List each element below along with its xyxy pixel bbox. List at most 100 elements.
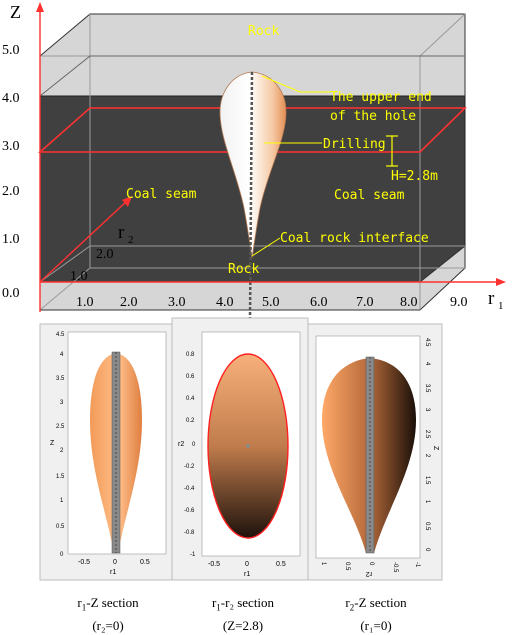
r1-tick: 5.0 — [262, 295, 280, 310]
r1-tick: 3.0 — [168, 295, 186, 310]
axis-r1 — [40, 278, 506, 286]
z-tick: 2.0 — [2, 184, 20, 199]
caption-r2-z: r2-Z section (r₁=0) — [345, 595, 407, 633]
p3-xtick: 0.5 — [344, 562, 350, 571]
p3-xtick: 0 — [368, 562, 374, 566]
z-tick-labels: 5.0 4.0 3.0 2.0 1.0 0.0 — [2, 43, 20, 301]
axis-r1-label: r 1 — [488, 288, 504, 312]
r1-tick: 8.0 — [400, 295, 418, 310]
callout-drilling: Drilling — [264, 137, 386, 152]
svg-text:of the hole: of the hole — [330, 109, 416, 124]
axis-r2-label: r 2 — [118, 222, 134, 246]
p2-xlabel: r1 — [244, 571, 250, 578]
r1-tick-labels: 1.0 2.0 3.0 4.0 5.0 6.0 7.0 8.0 9.0 — [76, 295, 468, 310]
callout-upper-end: The upper end of the hole — [261, 75, 432, 124]
p2-ytick: 0.4 — [186, 396, 195, 402]
z-tick: 4.0 — [2, 91, 20, 106]
svg-text:r: r — [488, 288, 495, 309]
panel-r1-z-section: 4.5 4 3.5 3 2.5 2 1.5 1 0.5 0 Z -0.5 0 0… — [39, 323, 173, 581]
p3-xtick: 1 — [320, 562, 326, 566]
p1-xtick: 0.5 — [140, 559, 150, 566]
p2-ytick: 0 — [192, 442, 196, 448]
p3-xtick: -1 — [414, 562, 420, 568]
p3-ytick: 1.5 — [424, 476, 430, 485]
p1-ytick: 4 — [60, 352, 64, 358]
label-rock-bottom: Rock — [228, 262, 259, 277]
drilling-axis-line — [248, 71, 254, 319]
p1-ytick: 3 — [60, 400, 64, 406]
svg-text:r: r — [118, 222, 125, 243]
p2-ytick: -1 — [190, 552, 196, 558]
drill-point-r1r2 — [246, 444, 250, 448]
p2-ytick: -0.6 — [184, 508, 195, 514]
main-3d-diagram: Z r 1 r 2 5.0 4.0 3.0 2.0 1.0 0.0 1.0 2.… — [2, 2, 506, 319]
r1-tick: 7.0 — [356, 295, 374, 310]
axis-r2 — [39, 196, 132, 283]
p3-ytick: 2.5 — [424, 430, 430, 439]
p2-xtick: 0.5 — [276, 561, 286, 568]
p1-ytick: 4.5 — [56, 332, 65, 338]
p2-ytick: -0.4 — [184, 486, 195, 492]
label-coal-seam-left: Coal seam — [126, 187, 197, 202]
panel-r2-z-section: 4.5 4 3.5 3 2.5 2 1.5 1 0.5 0 Z 1 0.5 0 … — [307, 323, 443, 581]
p2-ytick: -0.8 — [184, 530, 195, 536]
p1-ytick: 3.5 — [56, 376, 65, 382]
p2-xtick: -0.5 — [208, 561, 220, 568]
p3-ytick: 0 — [424, 548, 430, 552]
svg-text:Drilling: Drilling — [323, 137, 386, 152]
z-tick: 3.0 — [2, 139, 20, 154]
p1-ytick: 1 — [60, 498, 64, 504]
height-indicator: H=2.8m — [386, 135, 438, 184]
z-tick: 1.0 — [2, 232, 20, 247]
p2-ytick: 0.8 — [186, 352, 195, 358]
p3-ytick: 4.5 — [424, 338, 430, 347]
p3-xtick: -0.5 — [392, 562, 398, 573]
p2-ytick: -0.2 — [184, 464, 195, 470]
r2-tick: 1.0 — [70, 269, 88, 284]
caption-r1-r2: r1-r₂ section (Z=2.8) — [211, 595, 275, 633]
p2-ytick: 0.2 — [186, 418, 195, 424]
svg-text:2: 2 — [128, 234, 134, 246]
label-coal-seam-right: Coal seam — [334, 188, 405, 203]
p1-xtick: -0.5 — [78, 559, 90, 566]
p1-xlabel: r1 — [110, 569, 116, 576]
r1-tick: 4.0 — [216, 295, 234, 310]
svg-text:Coal rock interface: Coal rock interface — [280, 231, 429, 246]
r1-tick: 6.0 — [310, 295, 328, 310]
p3-ytick: 4 — [424, 362, 430, 366]
p3-ytick: 1 — [424, 500, 430, 504]
svg-text:The upper end: The upper end — [330, 90, 432, 105]
axis-z — [36, 2, 44, 312]
p1-ytick: 2 — [60, 448, 64, 454]
p2-ylabel: r2 — [178, 441, 184, 448]
callout-interface: Coal rock interface — [251, 231, 429, 257]
svg-text:H=2.8m: H=2.8m — [391, 169, 438, 184]
p3-ylabel: Z — [432, 446, 439, 451]
r1-tick: 9.0 — [450, 295, 468, 310]
r1-tick: 1.0 — [76, 295, 94, 310]
axis-z-label: Z — [10, 2, 21, 22]
p3-ytick: 2 — [424, 454, 430, 458]
drilling-hole-surface — [219, 71, 287, 259]
panel-r1-r2-section: 0.8 0.6 0.4 0.2 0 -0.2 -0.4 -0.6 -0.8 -1… — [171, 317, 309, 581]
r2-tick: 2.0 — [96, 247, 114, 262]
p1-ylabel: Z — [50, 440, 55, 447]
p3-ytick: 3.5 — [424, 384, 430, 393]
section-plane-h — [37, 107, 467, 153]
p1-ytick: 0.5 — [56, 524, 65, 530]
z-tick: 0.0 — [2, 286, 20, 301]
p1-ytick: 2.5 — [56, 424, 65, 430]
caption-r1-z: r1-Z section (r₂=0) — [77, 595, 139, 633]
p1-ytick: 1.5 — [56, 474, 65, 480]
p1-xtick: 0 — [113, 559, 117, 566]
p3-xlabel: r2 — [366, 570, 372, 577]
label-rock-top: Rock — [248, 24, 279, 39]
p2-xtick: 0 — [245, 561, 249, 568]
p2-ytick: 0.6 — [186, 374, 195, 380]
p3-ytick: 0.5 — [424, 522, 430, 531]
svg-text:1: 1 — [498, 300, 504, 312]
p3-ytick: 3 — [424, 408, 430, 412]
z-tick: 5.0 — [2, 43, 20, 58]
r1-tick: 2.0 — [120, 295, 138, 310]
